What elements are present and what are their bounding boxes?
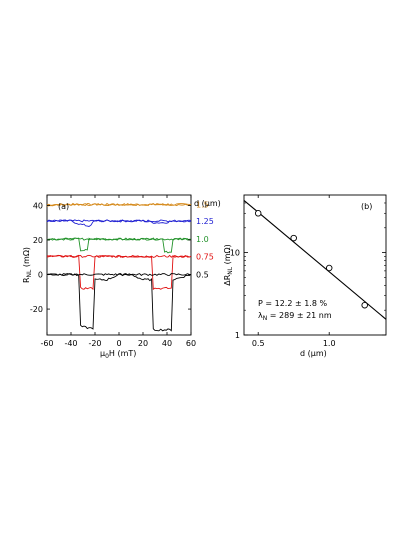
panel-a-trace-down-1.0 xyxy=(46,237,192,252)
panel-a-traces xyxy=(46,202,192,332)
panel-a-y-tick-label: 40 xyxy=(33,201,43,210)
panel-b-y-ticks: 1 10 xyxy=(230,202,386,340)
panel-b-x-tick-label: 0.5 xyxy=(252,339,265,348)
panel-a-legend-entry-1.5: 1.5 xyxy=(196,201,209,210)
panel-b-point xyxy=(290,234,297,242)
panel-b-y-tick-label: 1 xyxy=(235,331,240,340)
panel-a-legend-entry-0.5: 0.5 xyxy=(196,271,209,280)
panel-b-y-axis-label: ΔRNL (mΩ) xyxy=(223,244,234,286)
panel-a-x-tick-label: -60 xyxy=(40,339,53,348)
panel-a-legend-entry-0.75: 0.75 xyxy=(196,252,214,261)
panel-a-frame xyxy=(46,194,192,336)
panel-a-x-ticks: -60 -40 -20 0 20 40 60 xyxy=(40,195,196,348)
panel-b-annotation-lambda: λN = 289 ± 21 nm xyxy=(258,311,332,322)
panel-a-legend-entry-1.0: 1.0 xyxy=(196,235,209,244)
panel-a-trace-down-1.25 xyxy=(46,219,192,227)
panel-b-chart: 0.5 1.0 1 10 (b) d (μm) ΔRNL (mΩ) P = 12.2… xyxy=(223,194,387,358)
panel-a-trace-down-1.5 xyxy=(46,202,192,207)
panel-a-trace-up-1.25 xyxy=(46,219,192,224)
panel-a-legend-entry-1.25: 1.25 xyxy=(196,217,214,226)
panel-b-x-axis-label: d (μm) xyxy=(300,349,327,358)
panel-b-annotation-p: P = 12.2 ± 1.8 % xyxy=(258,299,327,308)
panel-b-point xyxy=(254,210,262,217)
panel-a-y-axis-label: RNL (mΩ) xyxy=(22,247,33,283)
panel-a-x-axis-label: μ0H (mT) xyxy=(100,349,136,360)
panel-a-trace-up-0.75 xyxy=(46,254,192,290)
panel-a-chart: -60 -40 -20 0 20 40 60 -20 0 20 40 1.5 1.25 1.0 0.75… xyxy=(22,194,221,360)
panel-b-point xyxy=(361,301,368,309)
panel-a-x-tick-label: 40 xyxy=(162,339,172,348)
panel-a-legend: 1.5 1.25 1.0 0.75 0.5 xyxy=(196,201,214,280)
panel-a-y-ticks: -20 0 20 40 xyxy=(30,201,191,314)
panel-b-x-ticks: 0.5 1.0 xyxy=(252,195,336,348)
panel-a-trace-down-0.75 xyxy=(46,254,192,291)
panel-b-fit-line xyxy=(243,199,387,320)
panel-b-point xyxy=(325,264,333,272)
panel-b-y-tick-label: 10 xyxy=(230,249,240,258)
panel-b-label: (b) xyxy=(361,202,372,211)
panel-b-points xyxy=(254,210,368,309)
panel-a-x-tick-label: 60 xyxy=(186,339,196,348)
panel-a-y-tick-label: 0 xyxy=(38,271,43,280)
panel-a-y-tick-label: -20 xyxy=(30,305,43,314)
panel-a-x-tick-label: -20 xyxy=(88,339,101,348)
panel-a-y-tick-label: 20 xyxy=(33,236,43,245)
panel-b-frame xyxy=(243,194,387,336)
panel-a-trace-up-0.5 xyxy=(46,273,192,332)
panel-b-x-tick-label: 1.0 xyxy=(323,339,336,348)
panel-a-x-tick-label: 0 xyxy=(116,339,121,348)
panel-a-trace-down-0.5 xyxy=(46,273,192,330)
panel-a-x-tick-label: -40 xyxy=(64,339,77,348)
panel-a-x-tick-label: 20 xyxy=(138,339,148,348)
panel-b-fit xyxy=(243,199,387,320)
panel-a-label: (a) xyxy=(58,202,69,211)
panel-a-legend-title: d (μm) xyxy=(194,199,221,208)
